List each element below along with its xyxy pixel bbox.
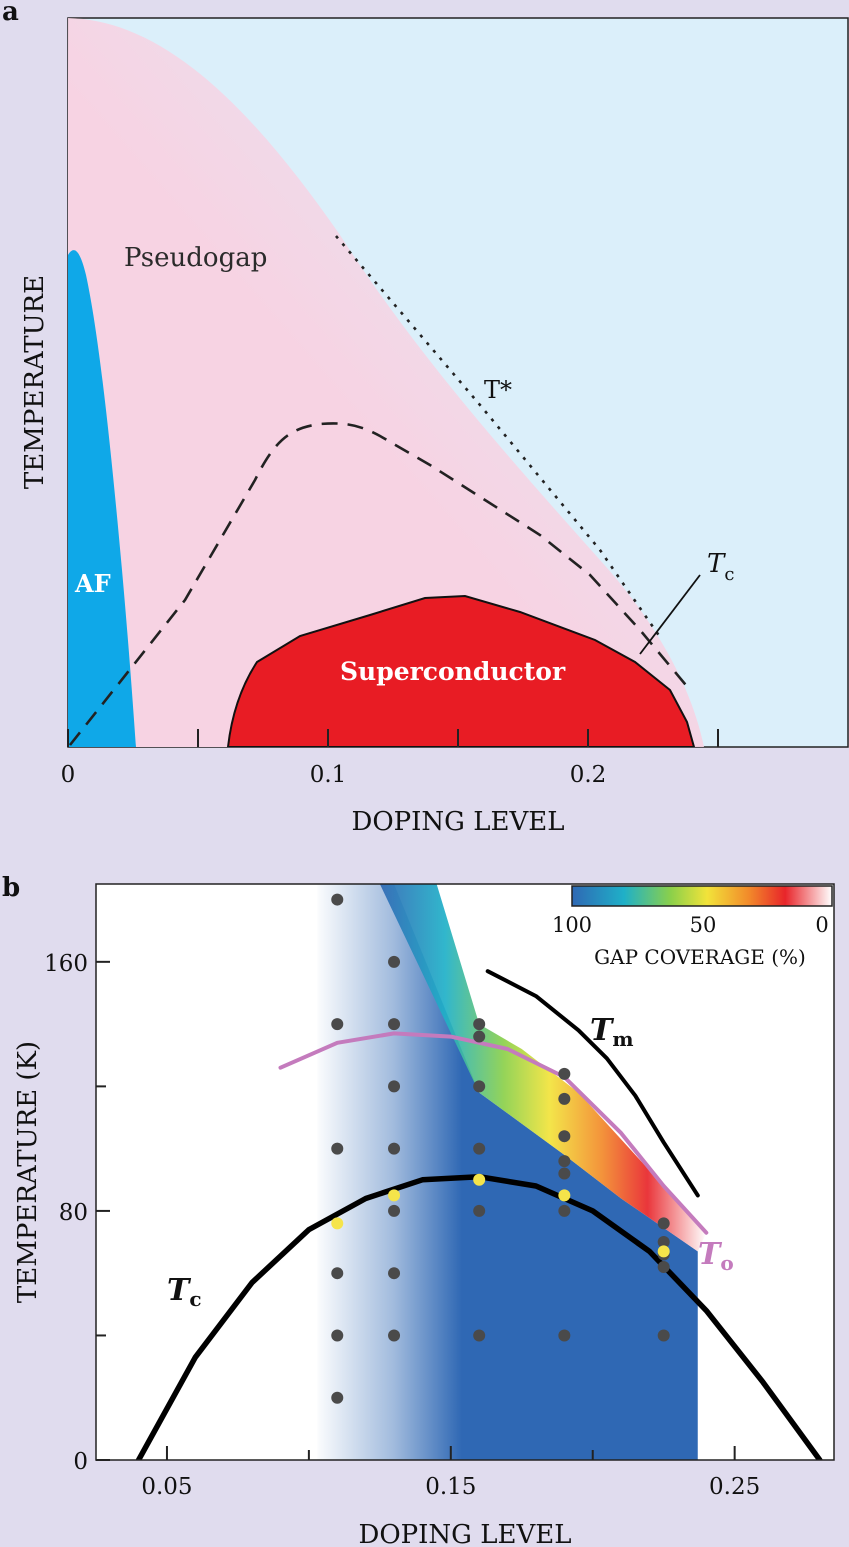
measurement-point [388, 1080, 401, 1093]
measurement-point [558, 1167, 571, 1180]
colorbar-tick-100: 100 [552, 913, 592, 937]
superconductor-label: Superconductor [340, 657, 566, 686]
colorbar-tick-0: 0 [815, 913, 828, 937]
measurement-point [473, 1018, 486, 1031]
measurement-point [388, 955, 401, 968]
to-curve [278, 1031, 709, 1235]
panel-a-x-tick-label: 0.1 [310, 762, 347, 788]
measurement-point [558, 1092, 571, 1105]
measurement-point [473, 1204, 486, 1217]
panel-b-axes: 0.05 0.15 0.25 0 80 160 [44, 951, 760, 1500]
tstar-label: T* [484, 376, 512, 404]
tc-point [388, 1189, 401, 1202]
colorbar-tick-50: 50 [690, 913, 717, 937]
measurement-point [657, 1329, 670, 1342]
to-label: To [698, 1237, 734, 1275]
pseudogap-region [68, 18, 704, 747]
measurement-point [558, 1155, 571, 1168]
tc-label-b: Tc [167, 1273, 202, 1311]
measurement-point [473, 1030, 486, 1043]
panel-a-y-axis-label: TEMPERATURE [20, 275, 50, 489]
tc-point [558, 1189, 571, 1202]
panel-b-y-tick-label: 160 [44, 951, 88, 977]
measurement-point [331, 1329, 344, 1342]
measurement-point [473, 1142, 486, 1155]
measurement-point [558, 1329, 571, 1342]
panel-b-y-tick-label: 80 [59, 1200, 88, 1226]
measurement-point [331, 1267, 344, 1280]
measurement-point [558, 1204, 571, 1217]
panel-b-y-axis-label: TEMPERATURE (K) [13, 1041, 43, 1303]
measurement-point [558, 1130, 571, 1143]
measurement-point [388, 1204, 401, 1217]
measurement-point [331, 1391, 344, 1404]
measurement-point [388, 1142, 401, 1155]
measurement-point [558, 1067, 571, 1080]
tc-point [331, 1217, 344, 1230]
measurement-point [331, 893, 344, 906]
superconductor-region [226, 594, 696, 747]
tc-dashed-curve [68, 422, 691, 746]
tm-curve [485, 969, 700, 1198]
tc-pointer-line [639, 574, 701, 655]
panel-a-label: a [2, 0, 19, 27]
colorbar-title: GAP COVERAGE (%) [594, 945, 806, 969]
measurement-point [331, 1142, 344, 1155]
panel-a-x-axis-label: DOPING LEVEL [352, 807, 565, 837]
measurement-point [657, 1260, 670, 1273]
pseudogap-label: Pseudogap [124, 243, 267, 273]
panel-b: b 100 50 0 GAP COVERAGE (%) Tm To Tc 0.0… [2, 873, 835, 1547]
measurement-point [388, 1018, 401, 1031]
af-region [68, 250, 136, 747]
measurement-point [473, 1080, 486, 1093]
gap-blue-region [317, 884, 698, 1460]
colorbar-gradient [571, 885, 833, 907]
panel-b-x-tick-label: 0.25 [709, 1474, 760, 1500]
measurement-point [388, 1267, 401, 1280]
tstar-dotted-curve [335, 235, 664, 641]
panel-b-x-tick-label: 0.15 [425, 1474, 476, 1500]
panel-a-x-tick-label: 0 [61, 762, 76, 788]
panel-b-x-tick-label: 0.05 [141, 1474, 192, 1500]
af-label: AF [74, 569, 111, 598]
panel-b-x-axis-label: DOPING LEVEL [359, 1520, 572, 1547]
panel-b-data-points [331, 893, 670, 1404]
panel-b-y-tick-label: 0 [73, 1449, 88, 1475]
panel-a-x-axis: 0 0.1 0.2 [61, 729, 719, 788]
tm-label: Tm [590, 1013, 634, 1051]
measurement-point [473, 1329, 486, 1342]
colorbar: 100 50 0 GAP COVERAGE (%) [552, 885, 833, 969]
panel-a: a Pseudogap AF Superconductor T* Tc 0 0.1… [2, 0, 849, 837]
measurement-point [388, 1329, 401, 1342]
panel-b-label: b [2, 873, 20, 903]
measurement-point [331, 1018, 344, 1031]
tc-point [657, 1245, 670, 1258]
panel-b-frame [95, 883, 835, 1461]
panel-a-x-tick-label: 0.2 [570, 762, 607, 788]
measurement-point [657, 1217, 670, 1230]
tc-label-a: Tc [707, 549, 734, 585]
tc-point [473, 1173, 486, 1186]
measurement-point [657, 1236, 670, 1249]
